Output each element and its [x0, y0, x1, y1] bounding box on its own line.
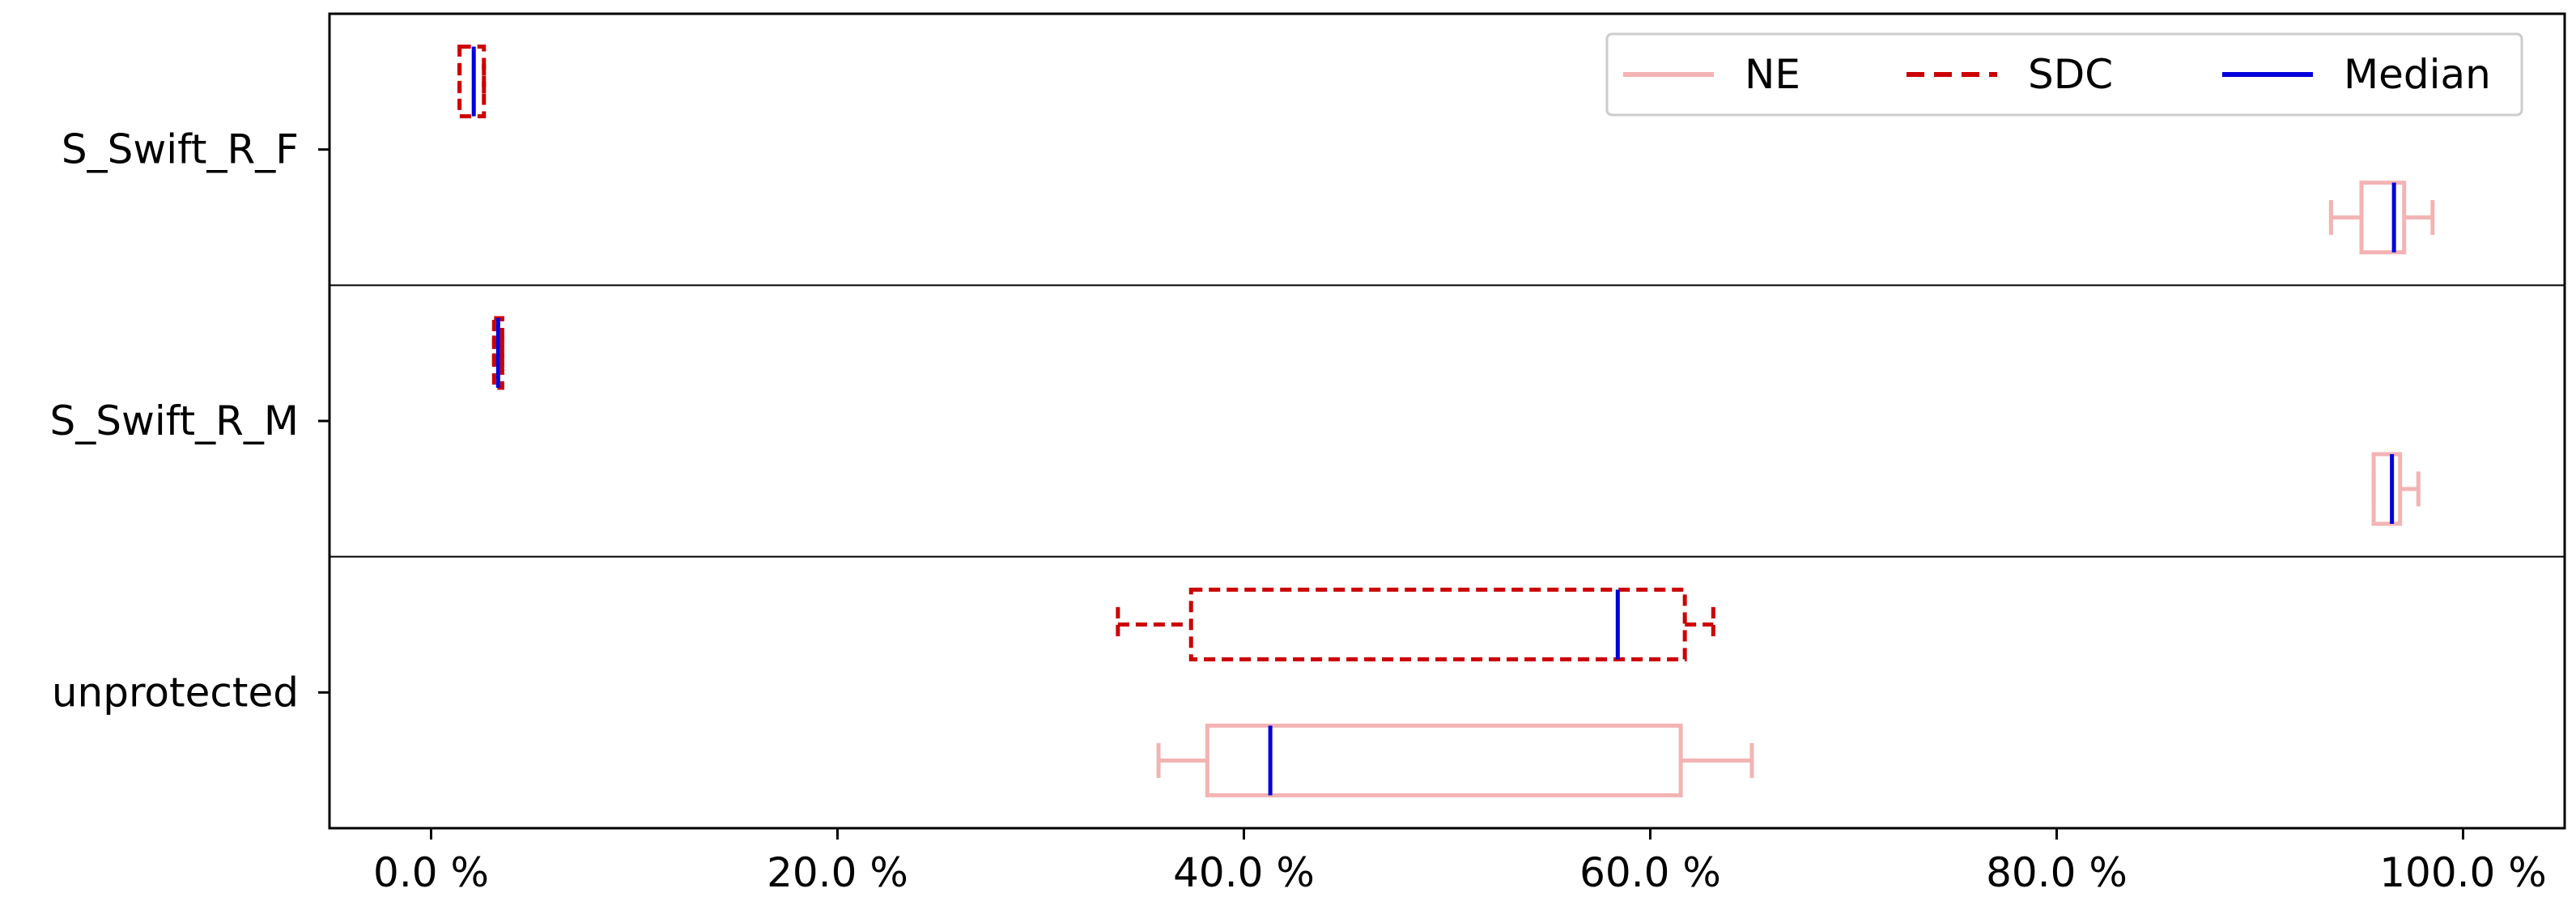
box-iqr [457, 45, 487, 119]
box-sdc-s_swift_r_f [457, 45, 487, 119]
x-tick-label: 0.0 % [373, 849, 489, 896]
axes: 0.0 % 20.0 % 40.0 % 60.0 % 80.0 % 100.0 % S_Sw… [50, 12, 2566, 896]
y-tick-label: S_Swift_R_F [62, 126, 299, 173]
legend-label-ne: NE [1745, 51, 1800, 98]
legend-box [1605, 32, 2523, 117]
x-tick-label: 40.0 % [1173, 849, 1315, 896]
box-sdc-unprotected [1116, 587, 1715, 661]
x-tick-label: 60.0 % [1579, 849, 1721, 896]
y-tick-label: S_Swift_R_M [50, 397, 299, 444]
box-ne-s_swift_r_m [2371, 452, 2421, 526]
box-ne-unprotected [1156, 723, 1754, 797]
x-tick-label: 80.0 % [1986, 849, 2128, 896]
x-tick-label: 100.0 % [2379, 849, 2547, 896]
box-sdc-s_swift_r_m [491, 316, 504, 390]
box-ne-s_swift_r_f [2328, 181, 2435, 255]
legend-label-sdc: SDC [2028, 51, 2113, 98]
y-tick-label: unprotected [52, 669, 299, 716]
plot-area [329, 45, 2565, 797]
legend-label-median: Median [2344, 51, 2491, 98]
legend: NE SDC Median [1605, 32, 2523, 117]
x-tick-label: 20.0 % [767, 849, 908, 896]
